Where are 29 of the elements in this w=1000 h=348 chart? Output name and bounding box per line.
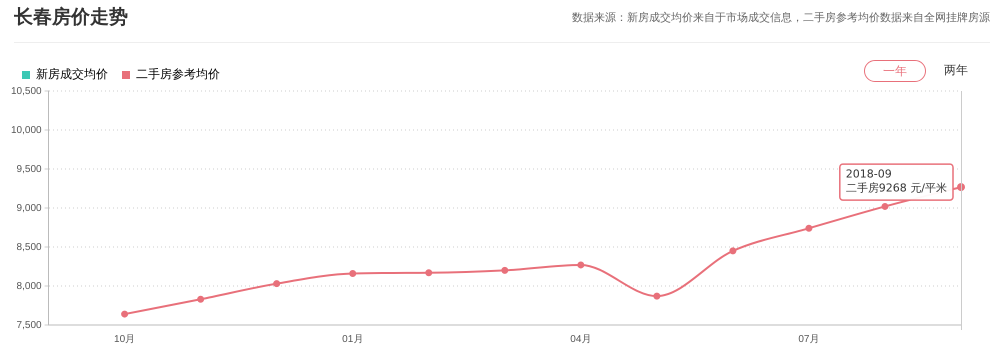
- y-tick-label: 9,000: [16, 202, 42, 214]
- text: 两年: [944, 62, 968, 79]
- legend-label: 新房成交均价: [36, 67, 108, 82]
- point: [501, 266, 508, 274]
- y-tick-label: 8,500: [16, 242, 42, 253]
- point: [805, 224, 812, 232]
- x-tick-label: 01月: [342, 334, 364, 345]
- point: [273, 280, 280, 288]
- source-note: 数据来源：新房成交均价来自于市场成交信息，二手房参考均价数据来自全网挂牌房源: [572, 10, 990, 25]
- legend-label: 二手房参考均价: [136, 67, 220, 82]
- point: [653, 292, 660, 300]
- point: [881, 202, 888, 210]
- y-tick-label: 10,500: [10, 86, 42, 97]
- y-tick-label: 9,500: [16, 164, 42, 175]
- y-tick-label: 10,000: [10, 124, 42, 136]
- point: [349, 270, 356, 278]
- text: 一年: [864, 60, 926, 82]
- annotation: 2018-09 二手房9268 元/平米: [846, 167, 948, 194]
- chart-title: 长春房价走势: [14, 5, 128, 30]
- point: [425, 269, 432, 276]
- point: [577, 261, 584, 268]
- y-tick-label: 8,000: [16, 280, 42, 292]
- point: [729, 247, 736, 254]
- x-tick-label: 04月: [570, 334, 592, 345]
- point: [197, 296, 204, 303]
- x-tick-label: 10月: [114, 334, 136, 345]
- point: [121, 310, 128, 318]
- y-tick-label: 7,500: [16, 320, 42, 331]
- x-tick-label: 07月: [798, 334, 820, 345]
